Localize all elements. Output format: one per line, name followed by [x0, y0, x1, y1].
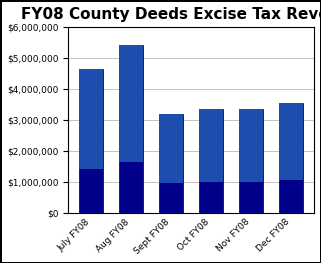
Bar: [239, 109, 263, 182]
Bar: [239, 109, 263, 213]
Bar: [159, 114, 183, 183]
Bar: [119, 45, 143, 162]
Title: FY08 County Deeds Excise Tax Revenue: FY08 County Deeds Excise Tax Revenue: [21, 7, 321, 22]
Bar: [79, 69, 103, 213]
Bar: [159, 114, 183, 213]
Bar: [199, 109, 223, 213]
Bar: [279, 103, 303, 180]
Bar: [79, 69, 103, 169]
Bar: [279, 103, 303, 213]
Bar: [199, 109, 223, 181]
Bar: [119, 45, 143, 213]
